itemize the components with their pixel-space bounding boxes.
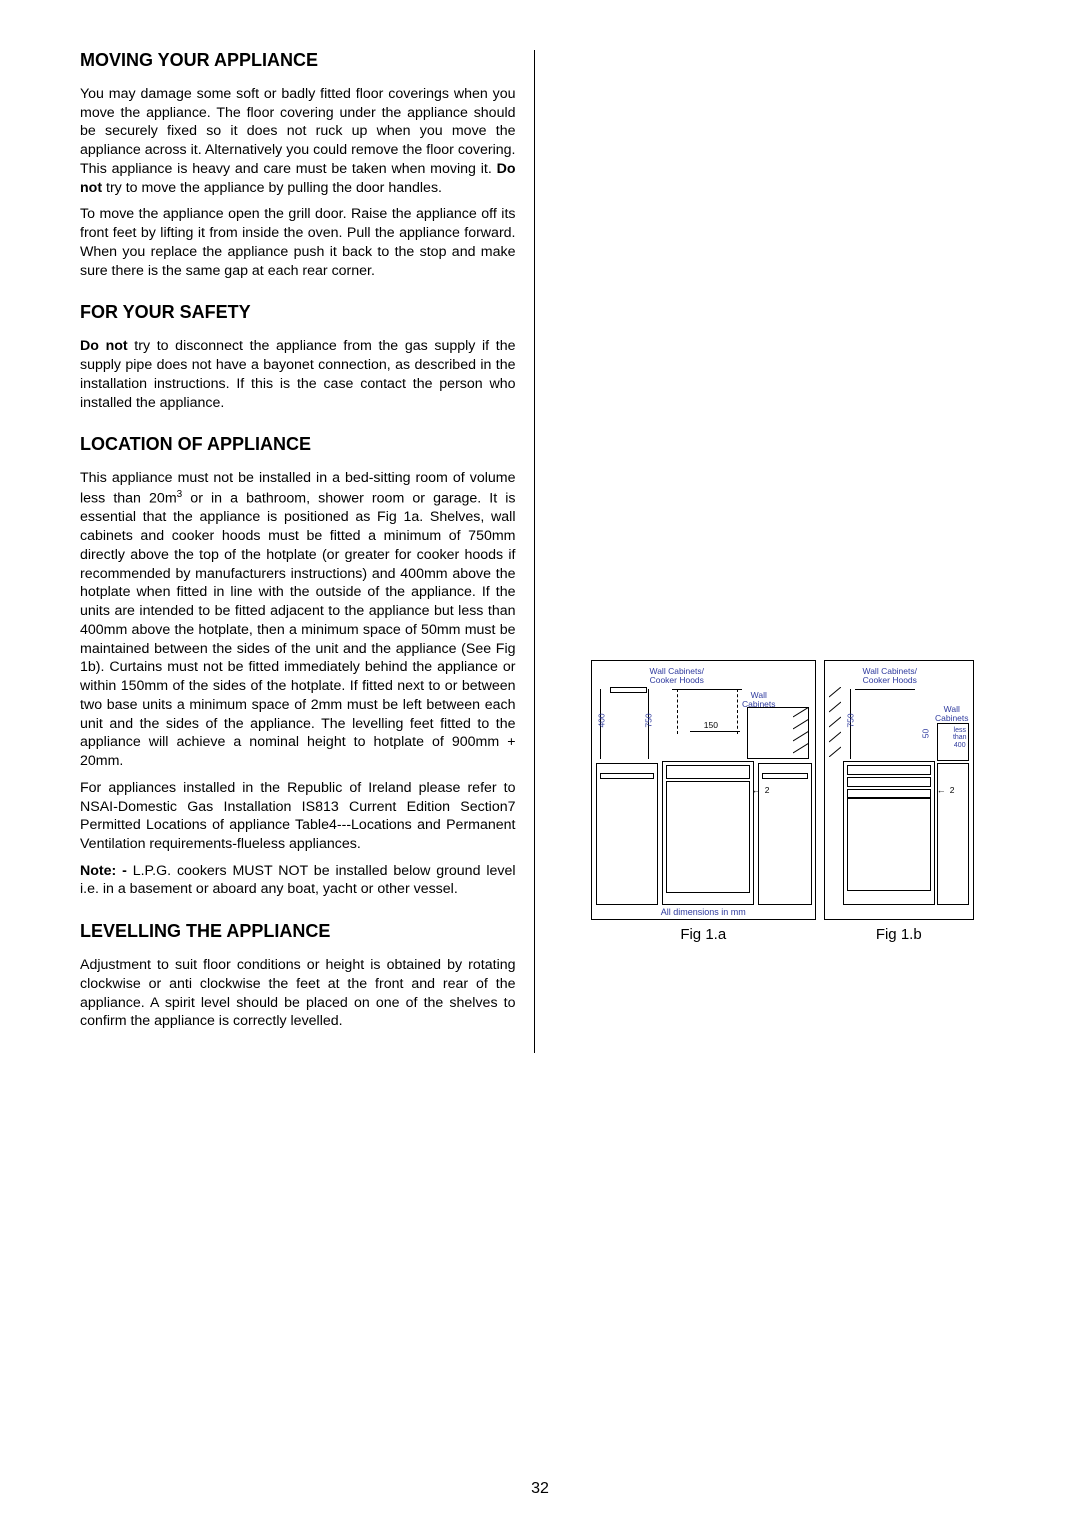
levelling-paragraph: Adjustment to suit floor conditions or h…	[80, 956, 516, 1031]
location-paragraph-2: For appliances installed in the Republic…	[80, 779, 516, 854]
dim-2: 2	[950, 786, 955, 795]
shape	[847, 797, 931, 799]
dim-2: 2	[765, 786, 770, 795]
safety-paragraph: Do not try to disconnect the appliance f…	[80, 337, 516, 412]
moving-paragraph-2: To move the appliance open the grill doo…	[80, 205, 516, 280]
text: You may damage some soft or badly fitted…	[80, 86, 516, 177]
dim-400: 400	[597, 713, 606, 727]
text: try to disconnect the appliance from the…	[80, 338, 516, 410]
label-wall-cab: WallCabinets	[934, 705, 970, 723]
shape	[762, 773, 808, 779]
text: try to move the appliance by pulling the…	[102, 180, 442, 196]
heading-safety: FOR YOUR SAFETY	[80, 302, 516, 323]
dim-50: 50	[922, 729, 931, 738]
note-bold: Note: -	[80, 863, 127, 879]
shape	[847, 789, 931, 891]
section-safety: FOR YOUR SAFETY Do not try to disconnect…	[80, 302, 516, 412]
dim-750: 750	[644, 713, 653, 727]
shape	[737, 689, 739, 734]
shape	[855, 689, 915, 690]
label-all-dimensions: All dimensions in mm	[592, 907, 815, 917]
diagram-fig-1b: Wall Cabinets/Cooker Hoods 750 WallCabin…	[824, 660, 974, 920]
dim-150: 150	[704, 721, 718, 730]
heading-levelling: LEVELLING THE APPLIANCE	[80, 921, 516, 942]
base-unit-left	[596, 763, 658, 905]
shape	[847, 777, 931, 787]
shape	[677, 689, 679, 734]
section-moving: MOVING YOUR APPLIANCE You may damage som…	[80, 50, 516, 280]
shape	[600, 773, 654, 779]
location-paragraph-3: Note: - L.P.G. cookers MUST NOT be insta…	[80, 862, 516, 899]
label-wall-cab-hoods: Wall Cabinets/Cooker Hoods	[855, 667, 925, 685]
section-levelling: LEVELLING THE APPLIANCE Adjustment to su…	[80, 921, 516, 1031]
shape-hatched	[793, 707, 809, 757]
heading-moving: MOVING YOUR APPLIANCE	[80, 50, 516, 71]
section-location: LOCATION OF APPLIANCE This appliance mus…	[80, 434, 516, 899]
shape	[666, 765, 750, 779]
text: L.P.G. cookers MUST NOT be installed bel…	[80, 863, 516, 898]
arrow-2-icon: ←	[752, 786, 761, 795]
shape	[666, 781, 750, 893]
shape	[610, 687, 647, 693]
shape	[672, 689, 742, 690]
label-less-than-400: lessthan400	[949, 727, 971, 749]
heading-location: LOCATION OF APPLIANCE	[80, 434, 516, 455]
moving-paragraph-1: You may damage some soft or badly fitted…	[80, 85, 516, 197]
figure-area: Wall Cabinets/Cooker Hoods 400 750 WallC…	[565, 660, 1001, 943]
diagram-fig-1a: Wall Cabinets/Cooker Hoods 400 750 WallC…	[591, 660, 816, 920]
arrow-2-icon: ←	[937, 786, 946, 795]
shape	[847, 765, 931, 775]
caption-fig-1a: Fig 1.a	[591, 926, 816, 943]
text: or in a bathroom, shower room or garage.…	[80, 491, 516, 769]
shape-hatched	[829, 687, 841, 757]
caption-fig-1b: Fig 1.b	[824, 926, 974, 943]
right-column: Wall Cabinets/Cooker Hoods 400 750 WallC…	[565, 50, 1001, 1053]
page-number: 32	[0, 1480, 1080, 1498]
label-wall-cab-hoods: Wall Cabinets/Cooker Hoods	[642, 667, 712, 685]
dim-750: 750	[846, 713, 855, 727]
do-not-bold: Do not	[80, 338, 128, 354]
arrow-150	[690, 731, 740, 732]
location-paragraph-1: This appliance must not be installed in …	[80, 469, 516, 770]
